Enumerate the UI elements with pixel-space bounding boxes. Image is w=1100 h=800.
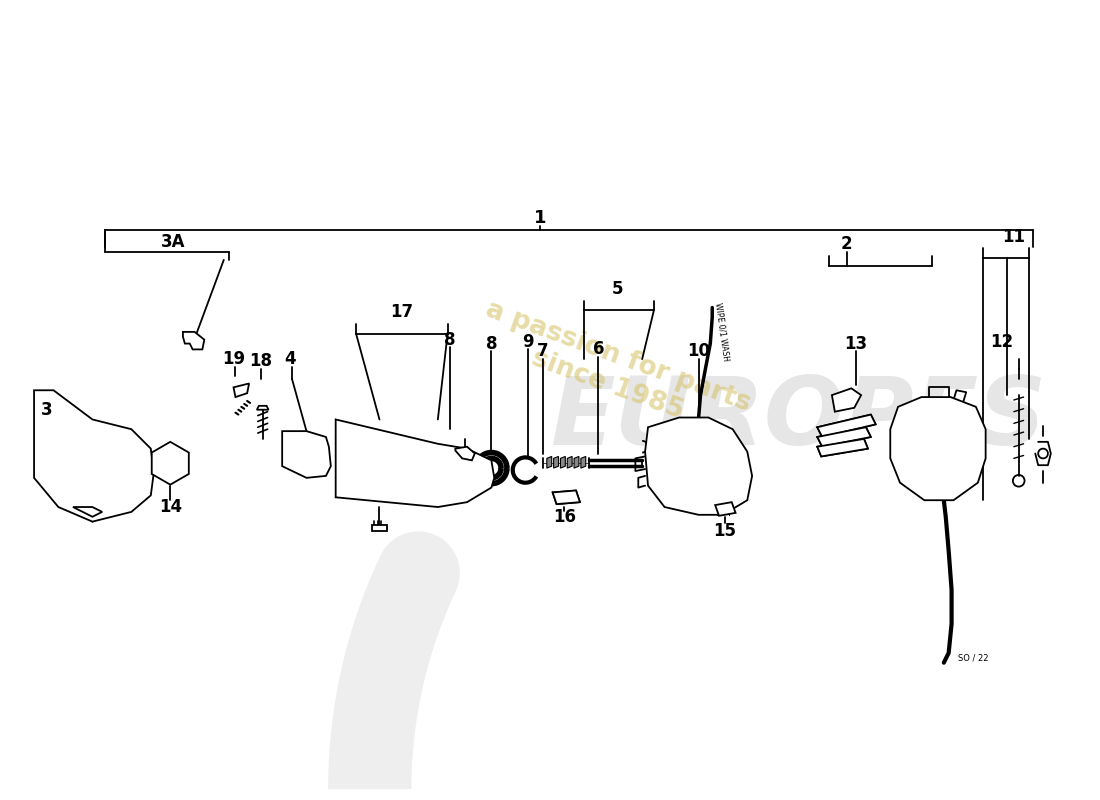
Text: 19: 19 xyxy=(222,350,245,368)
Polygon shape xyxy=(581,457,585,468)
Text: 3: 3 xyxy=(41,401,53,418)
Text: SO / 22: SO / 22 xyxy=(958,654,989,662)
Text: 14: 14 xyxy=(158,498,182,516)
Polygon shape xyxy=(817,427,871,446)
Polygon shape xyxy=(183,332,205,350)
Polygon shape xyxy=(817,439,868,457)
Polygon shape xyxy=(832,388,861,412)
Polygon shape xyxy=(817,414,876,437)
Text: 8: 8 xyxy=(443,330,455,349)
Polygon shape xyxy=(73,507,102,517)
Text: 12: 12 xyxy=(991,333,1014,350)
Polygon shape xyxy=(233,383,249,397)
Text: EUROPES: EUROPES xyxy=(550,374,1046,466)
Polygon shape xyxy=(257,406,268,410)
Text: 8: 8 xyxy=(485,334,497,353)
Polygon shape xyxy=(715,502,736,516)
Text: 1: 1 xyxy=(534,209,547,227)
Text: 7: 7 xyxy=(537,342,549,360)
Text: 6: 6 xyxy=(593,341,604,358)
Polygon shape xyxy=(152,442,189,485)
Text: 5: 5 xyxy=(612,280,624,298)
Text: a passion for parts
since 1985: a passion for parts since 1985 xyxy=(472,297,755,445)
Text: 15: 15 xyxy=(714,522,736,540)
Polygon shape xyxy=(645,418,752,515)
Polygon shape xyxy=(547,457,552,468)
Text: 16: 16 xyxy=(553,508,575,526)
Polygon shape xyxy=(283,431,331,478)
Text: 13: 13 xyxy=(845,334,868,353)
Text: 9: 9 xyxy=(522,333,535,350)
Polygon shape xyxy=(574,457,579,468)
Polygon shape xyxy=(568,457,572,468)
Polygon shape xyxy=(455,446,475,460)
Text: 2: 2 xyxy=(840,235,852,254)
Polygon shape xyxy=(552,490,580,504)
Text: 17: 17 xyxy=(390,303,414,322)
Polygon shape xyxy=(372,525,387,531)
Text: 4: 4 xyxy=(284,350,296,368)
Polygon shape xyxy=(34,390,154,522)
Text: 3A: 3A xyxy=(161,234,186,251)
Text: 10: 10 xyxy=(688,342,711,360)
Polygon shape xyxy=(553,457,559,468)
Polygon shape xyxy=(890,397,986,500)
Text: 11: 11 xyxy=(1002,227,1025,246)
Text: 18: 18 xyxy=(250,352,273,370)
Polygon shape xyxy=(560,457,565,468)
Text: WIPE 0/1 WASH: WIPE 0/1 WASH xyxy=(714,302,730,362)
Polygon shape xyxy=(336,419,494,507)
